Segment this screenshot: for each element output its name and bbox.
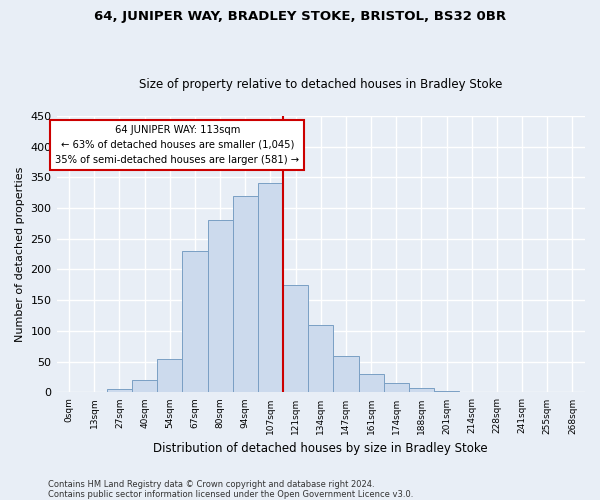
Bar [283, 285, 308, 393]
Bar [107, 390, 132, 392]
Bar [434, 390, 459, 392]
Text: 64 JUNIPER WAY: 113sqm
← 63% of detached houses are smaller (1,045)
35% of semi-: 64 JUNIPER WAY: 113sqm ← 63% of detached… [55, 125, 299, 164]
Bar [334, 356, 359, 393]
Bar [383, 383, 409, 392]
Bar [308, 325, 334, 392]
Bar [258, 184, 283, 392]
Bar [409, 388, 434, 392]
Bar [359, 374, 383, 392]
Bar [132, 380, 157, 392]
X-axis label: Distribution of detached houses by size in Bradley Stoke: Distribution of detached houses by size … [154, 442, 488, 455]
Title: Size of property relative to detached houses in Bradley Stoke: Size of property relative to detached ho… [139, 78, 502, 91]
Y-axis label: Number of detached properties: Number of detached properties [15, 166, 25, 342]
Bar [233, 196, 258, 392]
Text: 64, JUNIPER WAY, BRADLEY STOKE, BRISTOL, BS32 0BR: 64, JUNIPER WAY, BRADLEY STOKE, BRISTOL,… [94, 10, 506, 23]
Text: Contains public sector information licensed under the Open Government Licence v3: Contains public sector information licen… [48, 490, 413, 499]
Bar [208, 220, 233, 392]
Bar [182, 251, 208, 392]
Bar [157, 358, 182, 392]
Text: Contains HM Land Registry data © Crown copyright and database right 2024.: Contains HM Land Registry data © Crown c… [48, 480, 374, 489]
